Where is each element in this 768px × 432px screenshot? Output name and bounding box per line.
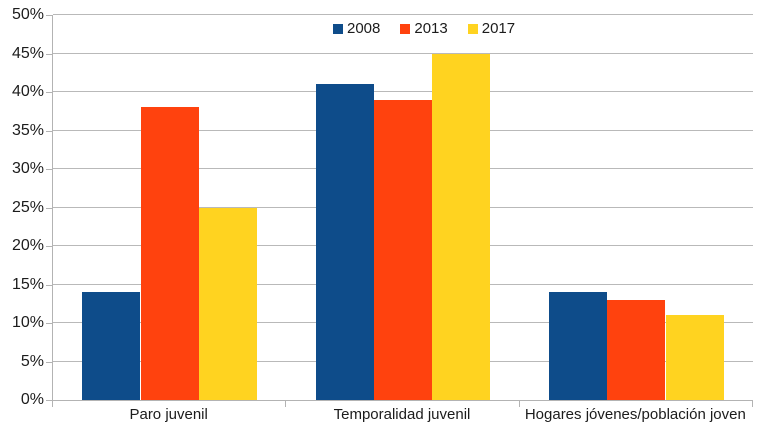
gridline-50 (53, 14, 753, 15)
legend-item-2017: 2017 (467, 20, 516, 37)
y-tick-label-5: 5% (20, 352, 44, 370)
bar-2013-hogares-jovenes-poblacion-joven (607, 299, 666, 400)
legend-marker-icon-2013 (400, 23, 411, 34)
y-tick-mark-30 (46, 169, 52, 170)
gridline-45 (53, 52, 753, 54)
legend-label-2013: 2013 (414, 20, 448, 37)
y-tick-mark-15 (46, 284, 52, 286)
bar-2008-hogares-jovenes-poblacion-joven (548, 292, 608, 400)
y-tick-mark-5 (46, 361, 52, 363)
plot-area (52, 14, 753, 401)
y-tick-mark-20 (46, 246, 52, 247)
x-tick-mark-3 (752, 401, 753, 407)
y-tick-mark-0 (46, 400, 52, 401)
x-tick-mark-0 (52, 401, 53, 407)
legend-item-2008: 2008 (333, 20, 380, 37)
bar-2013-temporalidad-juvenil (373, 99, 433, 400)
bar-2017-temporalidad-juvenil (432, 53, 491, 400)
bar-2008-paro-juvenil (82, 292, 141, 400)
x-category-label-temporalidad-juvenil: Temporalidad juvenil (333, 406, 471, 423)
y-tick-label-0: 0% (20, 391, 44, 408)
y-tick-mark-35 (46, 130, 52, 132)
y-tick-label-30: 30% (11, 160, 44, 177)
legend-item-2013: 2013 (400, 20, 448, 37)
bar-2013-paro-juvenil (140, 107, 199, 400)
y-tick-label-40: 40% (11, 83, 44, 100)
y-tick-mark-25 (46, 207, 52, 209)
legend-label-2017: 2017 (481, 20, 516, 37)
y-tick-label-15: 15% (11, 275, 44, 293)
legend-marker-icon-2008 (333, 23, 343, 34)
y-tick-mark-50 (46, 15, 52, 16)
legend-marker-icon-2017 (467, 23, 478, 34)
legend: 2008 2013 2017 (329, 20, 520, 37)
legend-label-2008: 2008 (347, 20, 381, 37)
x-category-label-hogares-jovenes-poblacion-joven: Hogares jóvenes/población joven (524, 406, 746, 423)
bar-2017-hogares-jovenes-poblacion-joven (665, 315, 724, 400)
y-tick-label-20: 20% (11, 237, 44, 254)
y-tick-mark-45 (46, 53, 52, 55)
x-category-label-paro-juvenil: Paro juvenil (129, 406, 208, 423)
y-tick-label-45: 45% (11, 44, 44, 62)
bar-2017-paro-juvenil (198, 207, 258, 400)
x-tick-mark-1 (285, 401, 287, 407)
y-tick-label-10: 10% (11, 314, 44, 331)
gridline-40 (53, 91, 753, 92)
y-tick-label-25: 25% (11, 198, 44, 216)
y-tick-label-50: 50% (11, 6, 44, 23)
bar-2008-temporalidad-juvenil (315, 84, 374, 400)
y-tick-mark-10 (46, 323, 52, 324)
y-tick-label-35: 35% (11, 121, 44, 139)
x-tick-mark-2 (518, 401, 520, 407)
y-tick-mark-40 (46, 92, 52, 93)
